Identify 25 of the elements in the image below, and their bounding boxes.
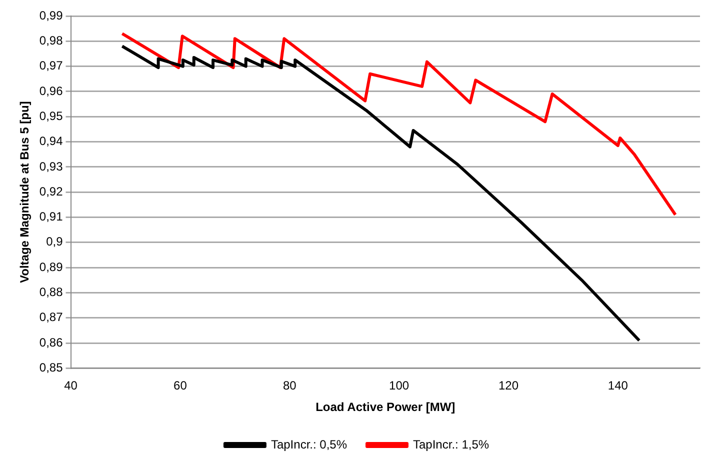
y-tick-label: 0,88 xyxy=(39,285,64,300)
y-tick-label: 0,87 xyxy=(39,310,64,324)
y-tick-label: 0,85 xyxy=(39,360,64,375)
y-tick-label: 0,91 xyxy=(39,210,64,224)
y-tick-label: 0,89 xyxy=(39,260,64,274)
x-tick-label: 40 xyxy=(64,378,78,393)
x-tick-label: 100 xyxy=(389,378,410,393)
x-axis-title: Load Active Power [MW] xyxy=(316,400,456,414)
legend-label: TapIncr.: 1,5% xyxy=(413,437,490,452)
y-tick-label: 0,99 xyxy=(39,8,64,22)
y-tick-label: 0,9 xyxy=(46,234,64,249)
y-axis-title: Voltage Magnitude at Bus 5 [pu] xyxy=(18,101,32,283)
y-tick-label: 0,95 xyxy=(39,108,64,123)
y-tick-label: 0,94 xyxy=(39,134,64,148)
legend-label: TapIncr.: 0,5% xyxy=(270,437,348,452)
y-tick-label: 0,86 xyxy=(39,335,64,350)
x-tick-label: 80 xyxy=(282,378,297,393)
y-tick-label: 0,92 xyxy=(39,184,64,198)
x-tick-label: 120 xyxy=(498,378,519,393)
y-tick-label: 0,96 xyxy=(39,84,64,98)
x-tick-label: 60 xyxy=(174,378,188,393)
y-tick-label: 0,93 xyxy=(39,159,64,174)
y-tick-label: 0,98 xyxy=(39,33,64,48)
x-tick-label: 140 xyxy=(608,378,628,393)
y-tick-label: 0,97 xyxy=(39,58,64,73)
